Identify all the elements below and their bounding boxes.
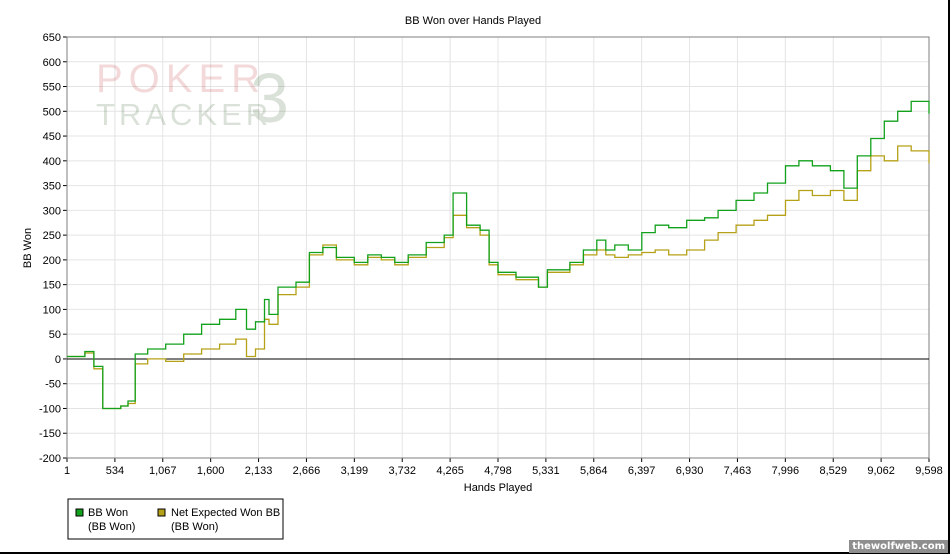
y-tick-label: 400 [43,156,61,168]
watermark-line1: POKER [96,57,266,101]
x-tick-label: 2,666 [293,465,321,477]
y-tick-label: 250 [43,230,61,242]
y-tick-label: 500 [43,106,61,118]
x-tick-label: 5,331 [532,465,560,477]
x-tick-label: 7,996 [772,465,800,477]
x-tick-label: 6,930 [676,465,704,477]
plot-border [66,36,930,459]
x-tick-label: 534 [106,465,124,477]
axes [63,36,930,462]
y-tick-label: -50 [45,379,61,391]
series-line-net-expected-won-bb [67,145,930,410]
y-tick-label: 450 [43,131,61,143]
chart-title: BB Won over Hands Played [405,15,541,27]
legend-swatch-expected [157,508,166,517]
x-tick-label: 4,798 [484,465,512,477]
y-tick-label: 50 [49,329,61,341]
x-tick-label: 7,463 [724,465,752,477]
x-tick-label: 1,067 [149,465,177,477]
legend-sub-expected: (BB Won) [171,521,218,533]
x-tick-label: 1,600 [197,465,225,477]
y-tick-label: 100 [43,304,61,316]
legend-sub-bb-won: (BB Won) [88,521,135,533]
y-axis-label: BB Won [22,228,34,268]
legend-swatch-bb-won [75,508,84,517]
watermark-line2: TRACKER [96,97,272,132]
x-tick-label: 9,062 [867,465,895,477]
y-tick-label: -100 [39,403,61,415]
y-tick-label: 550 [43,82,61,94]
y-tick-label: 300 [43,205,61,217]
x-tick-label: 9,598 [915,465,943,477]
y-tick-label: -150 [39,428,61,440]
legend-label-expected: Net Expected Won BB [171,507,280,519]
series-lines [67,100,930,410]
x-tick-label: 2,133 [245,465,273,477]
x-tick-label: 3,199 [341,465,369,477]
x-tick-label: 4,265 [436,465,464,477]
y-tick-label: 350 [43,181,61,193]
x-tick-label: 6,397 [628,465,656,477]
x-tick-label: 8,529 [819,465,847,477]
y-tick-label: -200 [39,453,61,465]
y-tick-label: 150 [43,280,61,292]
watermark-logo: POKER TRACKER 3 [96,57,289,137]
legend: BB Won (BB Won) Net Expected Won BB (BB … [67,498,284,540]
y-tick-label: 0 [55,354,61,366]
credit-badge: thewolfweb.com [849,540,948,553]
watermark-mark: 3 [250,59,289,137]
y-tick-label: 650 [43,32,61,44]
tick-labels: 650600550500450400350300250200150100500-… [39,32,943,477]
y-tick-label: 200 [43,255,61,267]
y-tick-label: 600 [43,57,61,69]
x-tick-label: 3,732 [388,465,416,477]
x-tick-label: 5,864 [580,465,608,477]
legend-box [67,498,284,540]
legend-label-bb-won: BB Won [88,507,128,519]
series-line-bb-won [67,100,930,410]
x-tick-label: 1 [64,465,70,477]
x-axis-label: Hands Played [464,482,533,494]
